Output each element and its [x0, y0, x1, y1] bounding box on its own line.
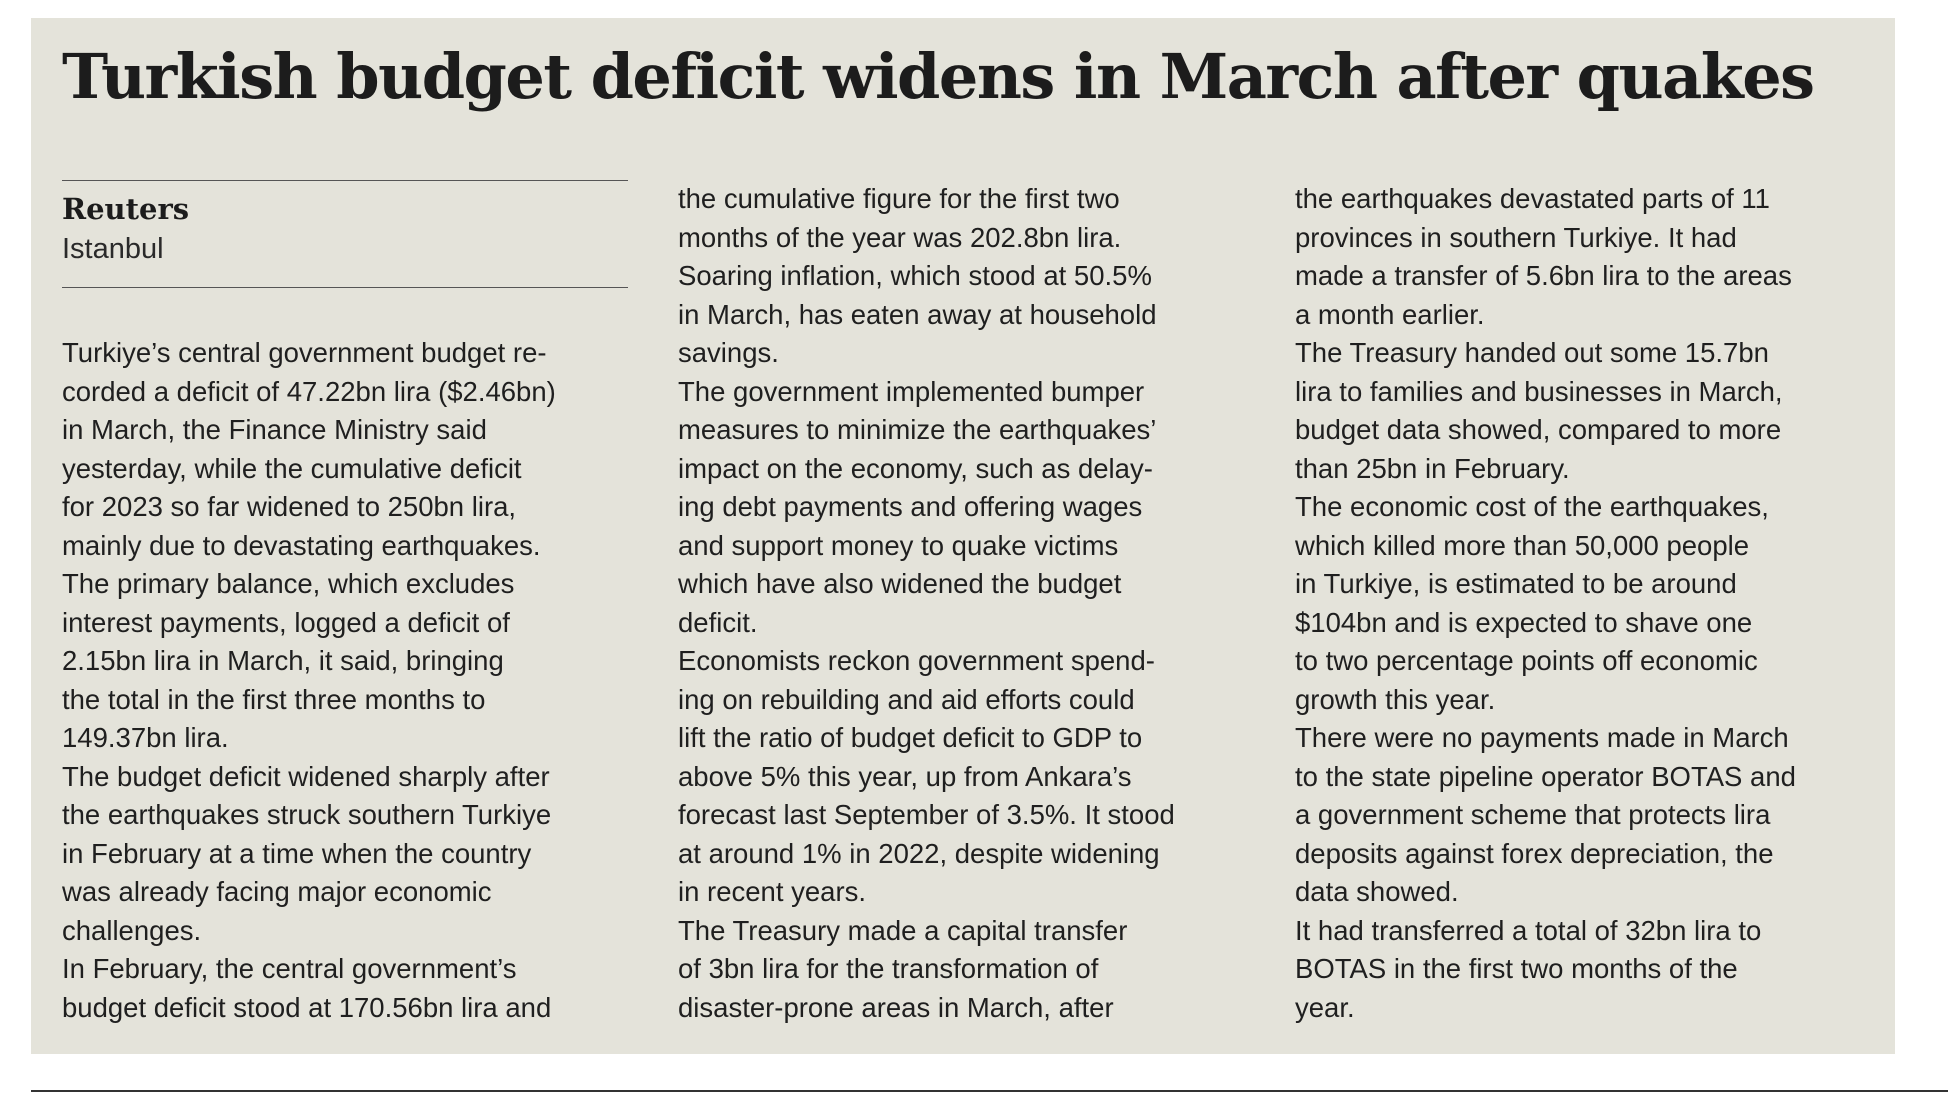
article-text-line: which killed more than 50,000 people	[1295, 529, 1750, 561]
article-text-line: savings.	[678, 337, 779, 368]
article-text-line: in Turkiye, is estimated to be around	[1295, 568, 1737, 599]
article-text-line: In February, the central government’s	[62, 953, 517, 984]
article-text-line: ing on rebuilding and aid efforts could	[678, 683, 1135, 715]
article-text-line: The government implemented bumper	[678, 375, 1145, 407]
article-text-line: at around 1% in 2022, despite widening	[678, 837, 1160, 869]
article-text-line: and support money to quake victims	[678, 529, 1119, 561]
article-text-line: of 3bn lira for the transformation of	[678, 953, 1099, 984]
article-text-line: deficit.	[678, 606, 758, 638]
article-text-line: corded a deficit of 47.22bn lira ($2.46b…	[62, 375, 556, 407]
article-text-line: There were no payments made in March	[1295, 722, 1789, 753]
article-text-line: $104bn and is expected to shave one	[1295, 606, 1753, 638]
article-text-line: data showed.	[1295, 876, 1459, 907]
article-text-line: for 2023 so far widened to 250bn lira,	[62, 491, 517, 522]
article-text-line: The primary balance, which excludes	[62, 568, 515, 599]
article-text-line: The Treasury made a capital transfer	[678, 914, 1128, 946]
article-column-1: Turkiye’s central government budget re-c…	[62, 334, 556, 1027]
article-text-line: lift the ratio of budget deficit to GDP …	[678, 722, 1143, 753]
byline-city: Istanbul	[62, 233, 164, 265]
byline-agency: Reuters	[62, 192, 190, 226]
article-text-line: challenges.	[62, 914, 202, 946]
article-text-line: budget data showed, compared to more	[1295, 414, 1782, 445]
article-text-line: to two percentage points off economic	[1295, 645, 1758, 676]
article-text-line: lira to families and businesses in March…	[1295, 375, 1783, 407]
article-text-line: provinces in southern Turkiye. It had	[1295, 221, 1737, 253]
article-text-line: 2.15bn lira in March, it said, bringing	[62, 645, 504, 676]
article-text-line: year.	[1295, 991, 1355, 1023]
article-text-line: 149.37bn lira.	[62, 722, 229, 753]
article-text-line: growth this year.	[1295, 683, 1496, 715]
article-text-line: the cumulative figure for the first two	[678, 183, 1120, 214]
byline: Reuters Istanbul	[62, 180, 628, 288]
article-text-line: interest payments, logged a deficit of	[62, 606, 510, 638]
headline: Turkish budget deficit widens in March a…	[62, 40, 1815, 113]
article-text-line: Turkiye’s central government budget re-	[62, 337, 547, 368]
article-text-line: forecast last September of 3.5%. It stoo…	[678, 799, 1175, 830]
article-text-line: ing debt payments and offering wages	[678, 491, 1143, 522]
article-text-line: BOTAS in the first two months of the	[1295, 953, 1738, 984]
article-text-line: in March, has eaten away at household	[678, 298, 1157, 330]
article-text-line: which have also widened the budget	[678, 568, 1122, 599]
article-text-line: in March, the Finance Ministry said	[62, 414, 487, 445]
article-text-line: yesterday, while the cumulative deficit	[62, 452, 522, 484]
article-text-line: The budget deficit widened sharply after	[62, 760, 550, 792]
article-text-line: Soaring inflation, which stood at 50.5%	[678, 260, 1152, 291]
article-text-line: a government scheme that protects lira	[1295, 799, 1771, 830]
article-text-line: the earthquakes struck southern Turkiye	[62, 799, 552, 830]
article-text-line: It had transferred a total of 32bn lira …	[1295, 914, 1762, 946]
article-text-line: to the state pipeline operator BOTAS and	[1295, 760, 1796, 792]
article-text-line: mainly due to devastating earthquakes.	[62, 529, 541, 561]
article-text-line: made a transfer of 5.6bn lira to the are…	[1295, 260, 1792, 291]
article-panel: Turkish budget deficit widens in March a…	[31, 18, 1895, 1054]
article-text-line: in recent years.	[678, 876, 867, 907]
article-text-line: deposits against forex depreciation, the	[1295, 837, 1774, 869]
article-text-line: disaster-prone areas in March, after	[678, 991, 1114, 1023]
article-text-line: The economic cost of the earthquakes,	[1295, 491, 1769, 522]
article-text-line: budget deficit stood at 170.56bn lira an…	[62, 991, 552, 1023]
article-text-line: months of the year was 202.8bn lira.	[678, 221, 1122, 253]
article-text-line: than 25bn in February.	[1295, 452, 1570, 484]
article-text-line: a month earlier.	[1295, 298, 1485, 330]
article-text-line: the total in the first three months to	[62, 683, 486, 715]
bottom-divider	[31, 1090, 1948, 1092]
article-text-line: The Treasury handed out some 15.7bn	[1295, 337, 1769, 368]
article-text-line: above 5% this year, up from Ankara’s	[678, 760, 1132, 792]
article-column-2: the cumulative figure for the first two m…	[678, 180, 1175, 1027]
article-text-line: Economists reckon government spend-	[678, 645, 1155, 676]
article-text-line: impact on the economy, such as delay-	[678, 452, 1153, 484]
article-text-line: measures to minimize the earthquakes’	[678, 414, 1157, 445]
article-column-3: the earthquakes devastated parts of 11 pr…	[1295, 180, 1796, 1027]
article-text-line: the earthquakes devastated parts of 11	[1295, 183, 1770, 214]
article-text-line: in February at a time when the country	[62, 837, 532, 869]
article-text-line: was already facing major economic	[62, 876, 492, 907]
